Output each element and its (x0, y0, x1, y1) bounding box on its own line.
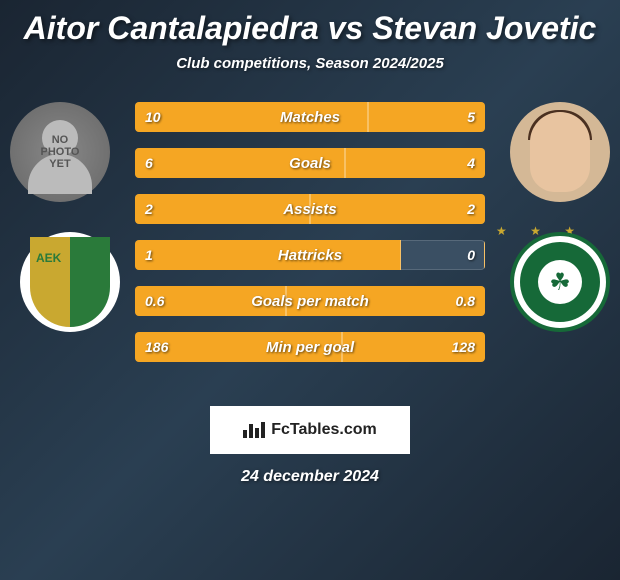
club-left-badge (20, 232, 120, 332)
stat-row: Goals per match0.6 0.8 (135, 286, 485, 316)
stat-row: Goals6 4 (135, 148, 485, 178)
player-right-avatar (510, 102, 610, 202)
stat-label: Goals per match (135, 286, 485, 316)
subtitle: Club competitions, Season 2024/2025 (0, 55, 620, 72)
stat-value-right: 0 (467, 240, 475, 270)
club-right-badge: ☘ (510, 232, 610, 332)
shamrock-icon: ☘ (538, 260, 582, 304)
bar-chart-icon (243, 422, 265, 438)
stat-row: Min per goal186 128 (135, 332, 485, 362)
stat-label: Assists (135, 194, 485, 224)
comparison-panel: NOPHOTOYET ★ ★ ★ ☘ Matches105Goals64Assi… (0, 102, 620, 392)
stat-row: Hattricks1 0 (135, 240, 485, 270)
stat-value-left: 2 (145, 194, 153, 224)
stat-value-right: 4 (467, 148, 475, 178)
stat-value-right: 2 (467, 194, 475, 224)
club-right-ring-icon: ☘ (520, 242, 600, 322)
stat-row: Assists2 2 (135, 194, 485, 224)
stat-value-right: 5 (467, 102, 475, 132)
stat-value-left: 10 (145, 102, 161, 132)
page-title: Aitor Cantalapiedra vs Stevan Jovetic (0, 0, 620, 47)
date-label: 24 december 2024 (0, 468, 620, 486)
brand-label: FcTables.com (271, 421, 377, 439)
stat-label: Min per goal (135, 332, 485, 362)
stat-row: Matches10 5 (135, 102, 485, 132)
stat-value-left: 186 (145, 332, 168, 362)
brand-box[interactable]: FcTables.com (210, 406, 410, 454)
stat-value-left: 0.6 (145, 286, 164, 316)
stat-label: Goals (135, 148, 485, 178)
avatar-face-icon (530, 112, 590, 192)
stat-label: Hattricks (135, 240, 485, 270)
stat-value-right: 128 (452, 332, 475, 362)
player-left-avatar: NOPHOTOYET (10, 102, 110, 202)
stat-label: Matches (135, 102, 485, 132)
club-left-shield-icon (30, 237, 110, 327)
no-photo-label: NOPHOTOYET (41, 134, 80, 170)
stat-value-left: 1 (145, 240, 153, 270)
stat-value-right: 0.8 (456, 286, 475, 316)
stat-bars: Matches105Goals64Assists22Hattricks10Goa… (135, 102, 485, 378)
stat-value-left: 6 (145, 148, 153, 178)
